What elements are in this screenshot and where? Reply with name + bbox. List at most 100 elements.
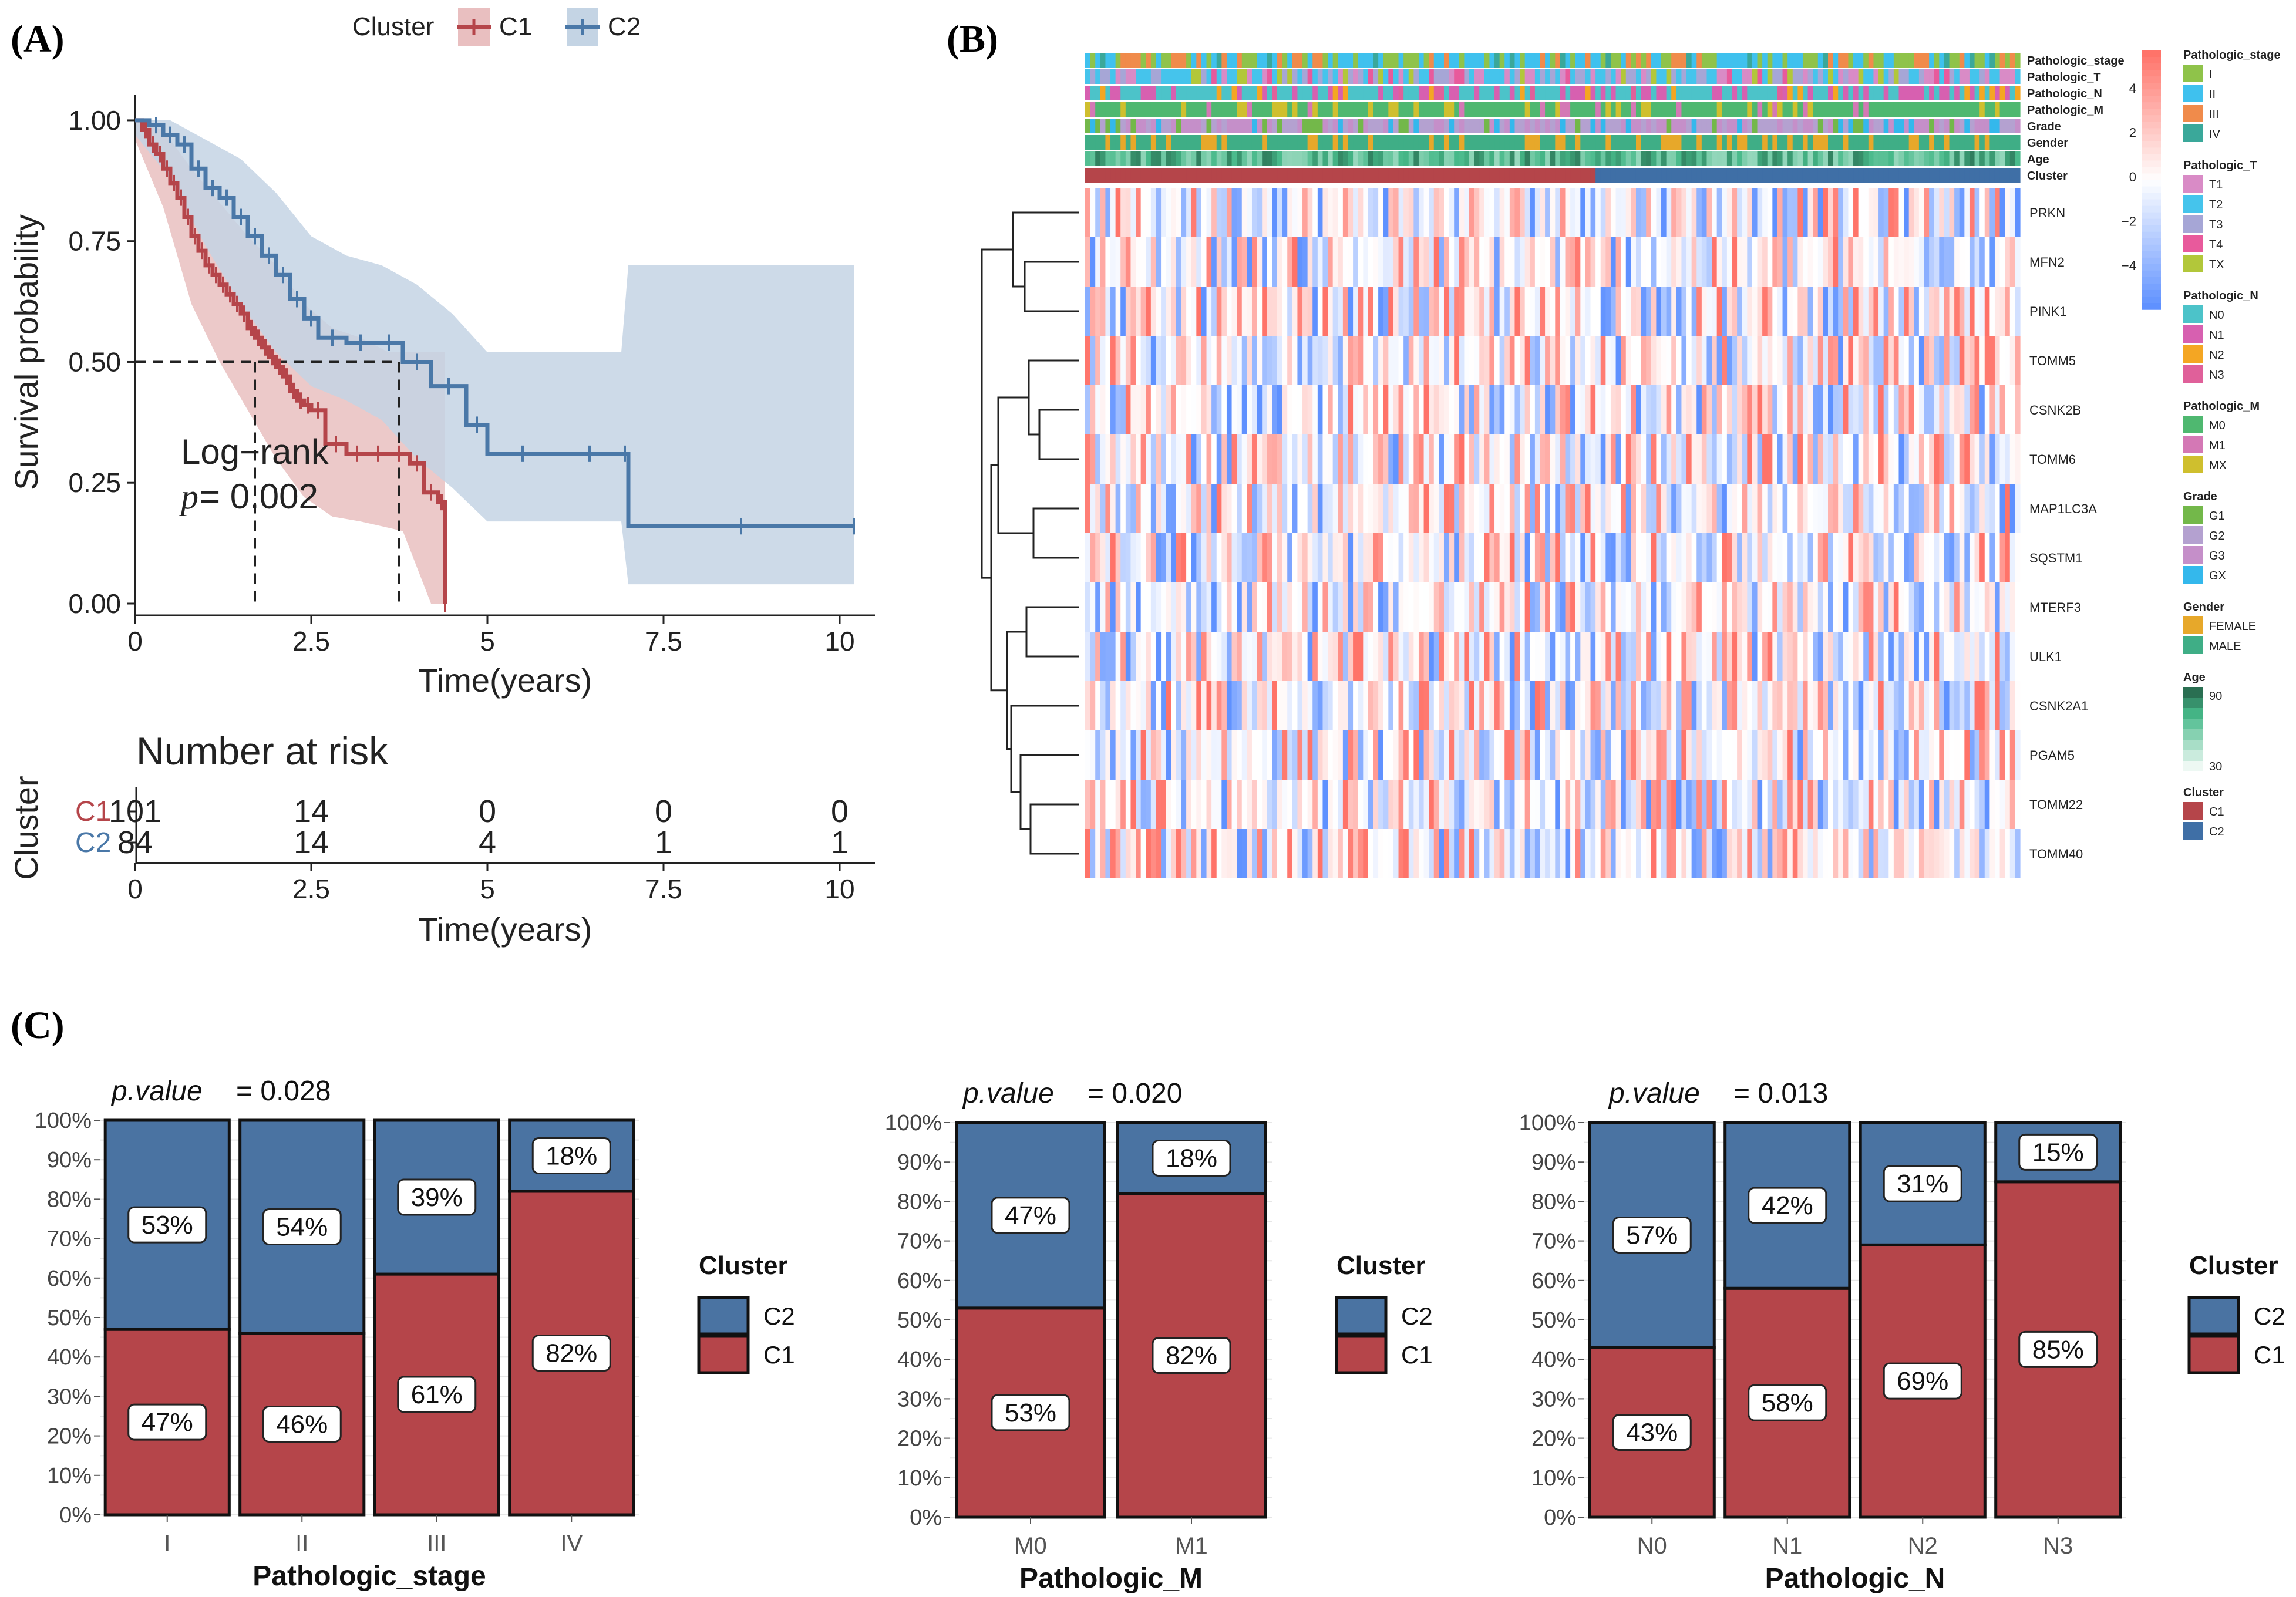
annotation-cell [1459,102,1465,117]
annotation-cell [1924,86,1930,100]
heatmap-cell [1130,632,1136,681]
bar-p-label: p.value [110,1076,203,1107]
heatmap-cell [1328,237,1334,287]
heatmap-cell [1383,434,1389,484]
heatmap-cell [1696,385,1702,434]
heatmap-cell [1459,681,1465,730]
annotation-cell [1641,151,1647,166]
heatmap-cell [1560,188,1566,237]
annotation-cell [1353,168,1359,183]
annotation-cell [1095,69,1101,84]
annotation-cell [1231,102,1237,117]
annotation-cell [1827,119,1834,133]
annotation-cell [1904,168,1910,183]
bar-y-tick-label: 60% [47,1266,92,1291]
km-x-tick-label: 5 [480,626,495,656]
colorbar-step [2142,303,2161,310]
heatmap-cell [1914,730,1920,780]
annotation-cell [1555,168,1561,183]
heatmap-cell [1161,385,1167,434]
heatmap-cell [1408,484,1414,533]
heatmap-cell [1929,582,1935,632]
heatmap-cell [1605,829,1611,878]
heatmap-cell [1095,287,1101,336]
heatmap-cell [1929,632,1935,681]
annotation-cell [1514,102,1520,117]
annotation-cell [1110,69,1116,84]
heatmap-cell [1429,484,1435,533]
annotation-cell [1772,151,1778,166]
heatmap-cell [1474,385,1480,434]
heatmap-cell [1999,632,2005,681]
annotation-cell [1484,86,1490,100]
heatmap-cell [1433,582,1439,632]
annotation-cell [1115,119,1121,133]
annotation-cell [1742,119,1748,133]
heatmap-cell [1570,780,1576,829]
heatmap-cell [1429,188,1435,237]
annotation-cell [1095,86,1101,100]
heatmap-cell [1893,681,1900,730]
annotation-cell [1893,135,1900,150]
heatmap-cell [1504,681,1510,730]
annotation-cell [1797,135,1803,150]
annotation-cell [1752,86,1758,100]
heatmap-cell [1939,237,1945,287]
annotation-cell [1186,119,1192,133]
heatmap-cell [1969,237,1975,287]
heatmap-cell [1863,287,1869,336]
heatmap-cell [1908,188,1914,237]
annotation-cell [1959,168,1965,183]
annotation-cell [1585,102,1591,117]
heatmap-cell [1823,780,1829,829]
annotation-cell [1964,119,1970,133]
annotation-cell [1115,151,1121,166]
heatmap-cell [1095,385,1101,434]
heatmap-cell [1848,582,1854,632]
heatmap-cell [1130,582,1136,632]
heatmap-cell [1292,829,1298,878]
heatmap-cell [1641,730,1647,780]
heatmap-cell [1277,484,1283,533]
annotation-cell [1206,135,1212,150]
annotation-cell [1418,168,1425,183]
heatmap-cell [1307,434,1313,484]
heatmap-cell [1934,434,1940,484]
annotation-cell [1454,69,1460,84]
heatmap-cell [1979,829,1985,878]
heatmap-cell [1671,484,1677,533]
risk-x-tick-label: 7.5 [645,874,682,904]
heatmap-cell [1221,188,1227,237]
heatmap-cell [1545,829,1551,878]
bar-y-tick-label: 90% [1531,1150,1576,1175]
heatmap-cell [1621,237,1627,287]
heatmap-cell [1388,780,1394,829]
heatmap-cell [1403,632,1409,681]
annotation-cell [1621,168,1627,183]
heatmap-cell [1666,730,1672,780]
heatmap-cell [1378,533,1384,582]
heatmap-cell [1666,237,1672,287]
annotation-cell [1716,102,1722,117]
annotation-cell [1686,69,1692,84]
annotation-cell [1959,53,1965,68]
heatmap-cell [1125,237,1132,287]
heatmap-cell [1449,632,1455,681]
heatmap-cell [1454,287,1460,336]
heatmap-cell [1130,533,1136,582]
heatmap-cell [1247,730,1253,780]
annotation-cell [1332,151,1338,166]
annotation-cell [1893,168,1900,183]
heatmap-cell [1635,632,1642,681]
heatmap-cell [1994,582,2001,632]
heatmap-cell [1524,484,1530,533]
annotation-cell [1853,86,1859,100]
heatmap-cell [1631,681,1637,730]
heatmap-cell [1979,632,1985,681]
heatmap-cell [1646,484,1652,533]
heatmap-cell [1610,730,1617,780]
annotation-cell [1429,53,1435,68]
annotation-cell [1641,53,1647,68]
heatmap-cell [1520,287,1526,336]
annotation-cell [1949,69,1955,84]
